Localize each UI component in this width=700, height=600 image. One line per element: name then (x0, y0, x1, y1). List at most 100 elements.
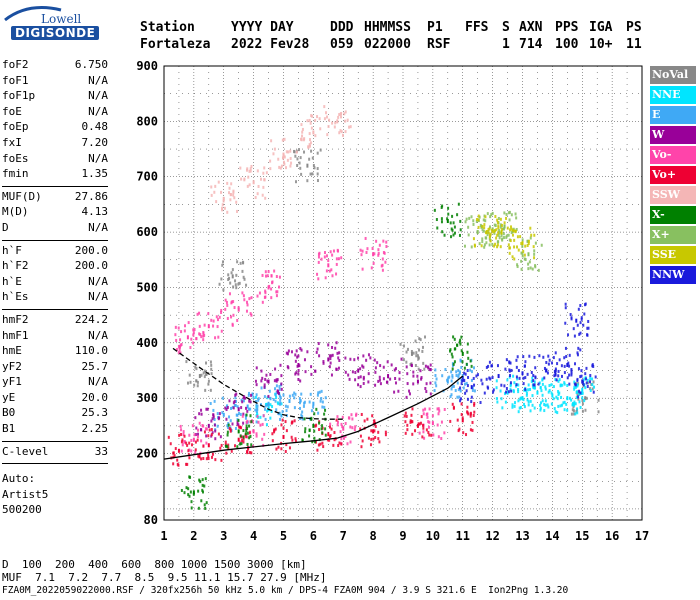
echo-point (451, 228, 454, 232)
echo-point (198, 478, 201, 482)
echo-point (532, 373, 535, 377)
echo-point (489, 215, 492, 219)
echo-point (347, 373, 350, 377)
echo-point (365, 358, 368, 362)
echo-point (270, 139, 273, 143)
echo-point (429, 368, 432, 372)
param-value: 200.0 (74, 259, 108, 273)
echo-point (587, 319, 590, 323)
echo-point (457, 202, 460, 206)
echo-point (419, 369, 422, 373)
echo-point (278, 394, 281, 398)
x-tick-label: 5 (280, 529, 287, 543)
echo-point (308, 428, 311, 432)
echo-point (263, 166, 266, 170)
echo-point (207, 443, 210, 448)
echo-point (232, 300, 235, 304)
echo-point (330, 427, 333, 431)
echo-point (585, 377, 588, 381)
echo-point (321, 424, 324, 428)
echo-point (275, 447, 278, 451)
echo-point (304, 370, 307, 374)
echo-point (246, 167, 249, 171)
echo-point (205, 434, 208, 438)
echo-point (187, 487, 190, 491)
echo-point (384, 260, 387, 264)
echo-point (300, 172, 303, 176)
hdr-value-pps: 100 (555, 37, 579, 52)
echo-point (450, 387, 453, 391)
echo-point (264, 407, 267, 411)
legend-item-vo+: Vo+ (650, 166, 696, 184)
echo-point (346, 442, 349, 446)
echo-point (452, 362, 455, 366)
echo-point (377, 379, 380, 383)
echo-point (212, 413, 215, 417)
echo-point (410, 349, 413, 353)
echo-point (579, 405, 582, 409)
echo-point (513, 245, 516, 249)
echo-point (471, 388, 474, 392)
echo-point (495, 379, 498, 383)
echo-point (449, 221, 452, 225)
echo-point (299, 379, 302, 383)
echo-point (262, 185, 265, 189)
legend-item-e: E (650, 106, 696, 124)
echo-point (539, 406, 542, 410)
echo-point (500, 234, 503, 238)
echo-point (277, 402, 280, 406)
echo-point (523, 257, 526, 261)
echo-point (248, 451, 251, 455)
echo-point (256, 411, 259, 415)
hdr-label-ffs: FFS (465, 20, 489, 35)
hdr-label-yyyyday: YYYY DAY (231, 20, 294, 35)
param-name: B1 (2, 422, 16, 436)
echo-point (414, 364, 417, 368)
echo-point (303, 150, 306, 154)
echo-point (234, 427, 237, 431)
echo-point (273, 430, 276, 434)
echo-point (316, 393, 319, 397)
polarization-legend: NoVal NNE E W Vo- Vo+ SSW X- X+ SSE NNW (650, 66, 696, 286)
echo-point (422, 423, 425, 427)
echo-point (242, 275, 245, 279)
echo-point (394, 367, 397, 371)
echo-point (450, 379, 453, 383)
echo-point (336, 423, 339, 427)
echo-point (280, 164, 283, 168)
echo-point (494, 224, 497, 228)
echo-point (176, 462, 179, 466)
echo-point (574, 385, 577, 389)
echo-point (522, 382, 525, 386)
echo-point (331, 253, 334, 257)
echo-point (416, 374, 419, 378)
echo-point (404, 411, 407, 415)
echo-point (211, 417, 214, 421)
echo-point (487, 364, 490, 368)
echo-point (306, 119, 309, 123)
echo-point (289, 156, 292, 160)
echo-point (344, 434, 347, 438)
echo-point (285, 166, 288, 170)
echo-point (408, 389, 411, 393)
echo-point (547, 362, 550, 366)
echo-point (361, 364, 364, 368)
echo-point (316, 151, 319, 155)
x-tick-label: 10 (426, 529, 440, 543)
echo-point (256, 414, 259, 418)
echo-point (308, 434, 311, 438)
echo-point (335, 341, 338, 345)
echo-point (241, 269, 244, 273)
echo-point (226, 210, 229, 214)
echo-point (320, 257, 323, 261)
echo-point (333, 438, 336, 442)
param-row: yF2 25.7 (2, 360, 108, 376)
echo-point (451, 402, 454, 406)
echo-point (203, 484, 206, 488)
echo-point (433, 389, 436, 393)
echo-point (532, 245, 535, 249)
echo-point (483, 245, 486, 249)
echo-point (342, 426, 345, 431)
echo-point (328, 438, 331, 442)
echo-point (529, 387, 532, 391)
